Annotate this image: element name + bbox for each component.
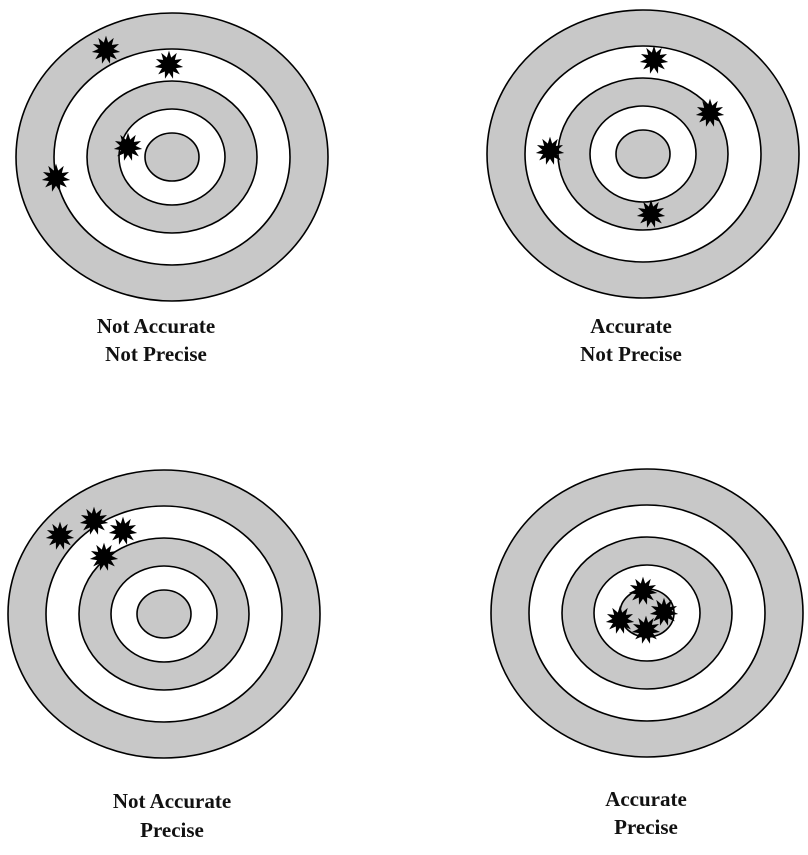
- caption-line-1: Not Accurate: [97, 314, 215, 338]
- caption-line-2: Precise: [614, 815, 678, 839]
- caption-line-2: Not Precise: [105, 342, 207, 366]
- shot-marker: [535, 136, 565, 165]
- starburst-core: [704, 107, 716, 119]
- panel-accurate-precise: Accurate Precise: [490, 468, 804, 839]
- starburst-core: [100, 44, 112, 56]
- shot-marker: [91, 35, 121, 64]
- starburst-core: [544, 145, 556, 157]
- caption-line-1: Not Accurate: [113, 789, 231, 813]
- bullseye: [144, 132, 200, 182]
- shot-marker: [45, 521, 75, 550]
- shot-group: [605, 576, 679, 644]
- starburst-core: [637, 585, 649, 597]
- shot-marker: [108, 516, 138, 545]
- shot-marker: [649, 597, 679, 626]
- shot-group: [45, 506, 138, 571]
- shot-marker: [113, 132, 143, 161]
- shot-marker: [628, 576, 658, 605]
- starburst-core: [648, 54, 660, 66]
- starburst-core: [98, 551, 110, 563]
- shot-group: [535, 45, 725, 228]
- shot-marker: [154, 50, 184, 79]
- panel-not-accurate-not-precise: Not Accurate Not Precise: [15, 12, 329, 366]
- shot-marker: [695, 98, 725, 127]
- panel-accurate-not-precise: Accurate Not Precise: [486, 9, 800, 366]
- starburst-core: [163, 59, 175, 71]
- starburst-core: [54, 530, 66, 542]
- caption-line-2: Not Precise: [580, 342, 682, 366]
- starburst-core: [645, 208, 657, 220]
- bullseye: [136, 589, 192, 639]
- starburst-core: [640, 624, 652, 636]
- shot-marker: [631, 615, 661, 644]
- starburst-core: [658, 606, 670, 618]
- target: [7, 469, 321, 759]
- caption-line-1: Accurate: [590, 314, 672, 338]
- shot-marker: [639, 45, 669, 74]
- shot-marker: [89, 542, 119, 571]
- shot-group: [41, 35, 184, 192]
- shot-marker: [79, 506, 109, 535]
- shot-marker: [605, 605, 635, 634]
- starburst-core: [88, 515, 100, 527]
- starburst-core: [50, 172, 62, 184]
- caption-line-1: Accurate: [605, 787, 687, 811]
- target: [490, 468, 804, 758]
- panel-not-accurate-precise: Not Accurate Precise: [7, 469, 321, 842]
- caption-line-2: Precise: [140, 818, 204, 842]
- bullseye: [615, 129, 671, 179]
- target: [15, 12, 329, 302]
- starburst-core: [614, 614, 626, 626]
- target: [486, 9, 800, 299]
- shot-marker: [636, 199, 666, 228]
- starburst-core: [122, 141, 134, 153]
- starburst-core: [117, 525, 129, 537]
- shot-marker: [41, 163, 71, 192]
